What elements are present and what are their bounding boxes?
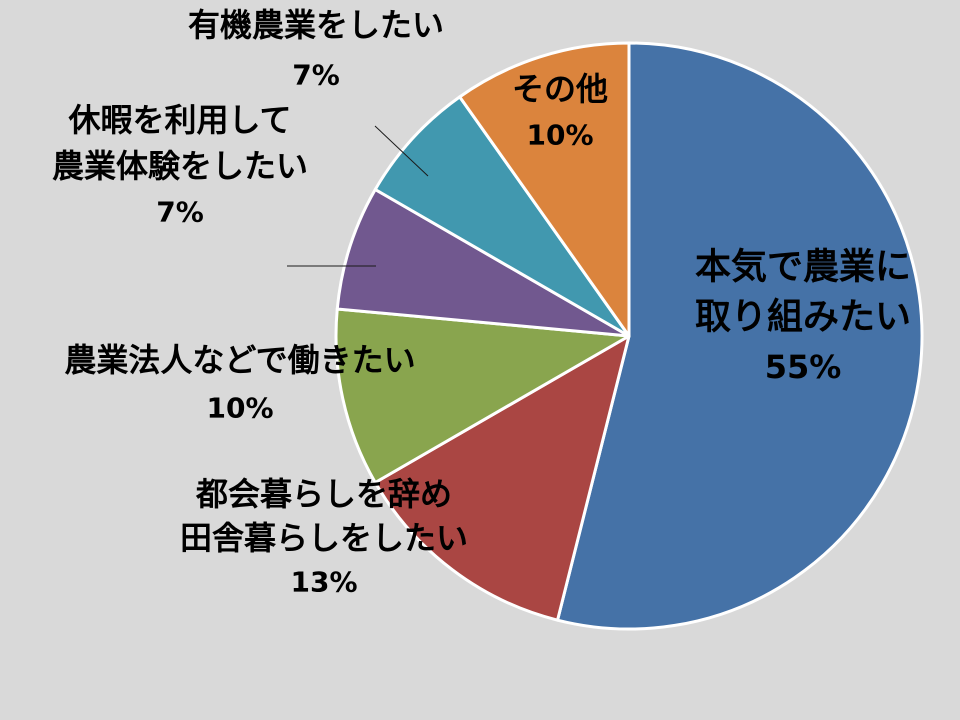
leader-line-5 [374, 125, 429, 177]
slice-percent-label: 10% [206, 392, 273, 425]
slice-category-label: 有機農業をしたい [188, 6, 444, 44]
slice-label-3: 農業法人などで働きたい 10% [64, 341, 415, 425]
pie-slice-6 [458, 41, 631, 338]
slice-percent-label: 7% [156, 196, 204, 229]
leader-lines [287, 125, 429, 267]
slice-category-label: 田舎暮らしをしたい [180, 519, 468, 557]
slice-category-label: 都会暮らしを辞め [195, 475, 452, 513]
pie-slice-1 [556, 41, 924, 631]
pie-slice-3 [334, 307, 631, 484]
slice-percent-label: 13% [290, 566, 357, 599]
pie-slice-5 [373, 95, 631, 338]
slice-percent-label: 10% [526, 119, 593, 152]
slice-category-label: 本気で農業に [695, 247, 911, 288]
slice-percent-label: 7% [292, 59, 340, 92]
slice-category-label: 農業法人などで働きたい [64, 341, 415, 379]
slice-percent-label: 55% [765, 348, 842, 386]
slice-label-6: その他 10% [512, 70, 608, 152]
pie-slices [334, 41, 924, 631]
pie-slice-4 [335, 188, 631, 338]
slice-label-5: 有機農業をしたい 7% [188, 6, 444, 92]
pie-slice-2 [373, 334, 631, 622]
slice-category-label: 休暇を利用して [67, 101, 291, 139]
slice-category-label: 農業体験をしたい [52, 147, 308, 185]
slice-category-label: 取り組みたい [695, 297, 911, 338]
slice-category-label: その他 [512, 70, 608, 108]
